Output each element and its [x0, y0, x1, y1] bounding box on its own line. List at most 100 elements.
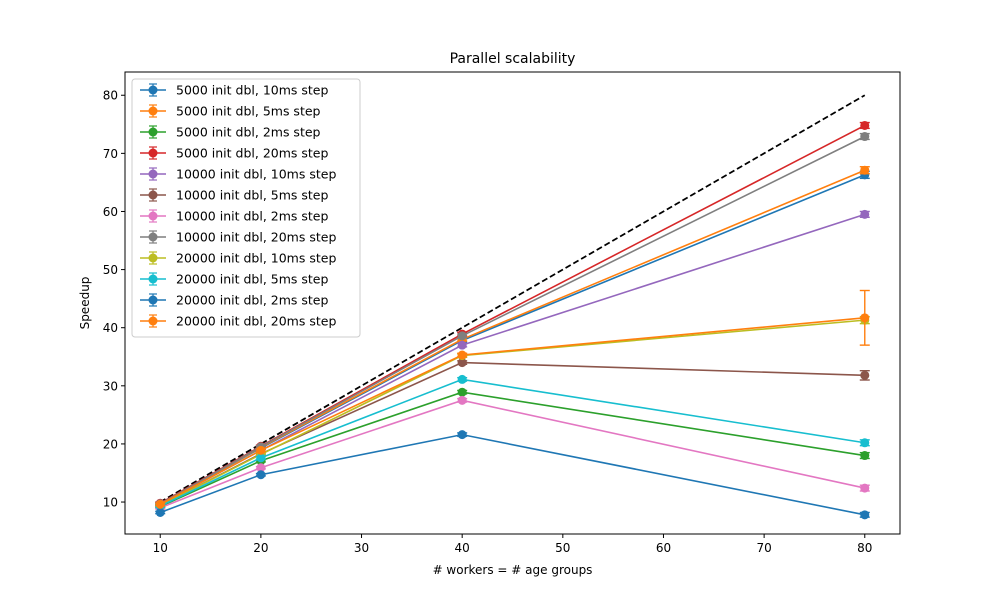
x-tick-label: 80	[857, 541, 872, 555]
data-point	[457, 395, 467, 405]
x-tick-label: 70	[756, 541, 771, 555]
data-point	[860, 120, 870, 130]
y-tick-label: 30	[103, 379, 118, 393]
x-tick-label: 40	[455, 541, 470, 555]
data-point	[860, 483, 870, 493]
data-point	[256, 463, 266, 473]
data-point	[256, 453, 266, 463]
legend-label: 5000 init dbl, 5ms step	[176, 104, 321, 119]
legend-label: 20000 init dbl, 20ms step	[176, 314, 336, 329]
y-tick-label: 80	[103, 89, 118, 103]
legend-entry: 10000 init dbl, 20ms step	[140, 230, 336, 245]
legend-entry: 5000 init dbl, 2ms step	[140, 125, 321, 140]
data-point	[256, 470, 266, 480]
legend-label: 20000 init dbl, 5ms step	[176, 272, 328, 287]
series-line	[159, 399, 865, 509]
legend-label: 10000 init dbl, 5ms step	[176, 188, 328, 203]
plot-area	[155, 94, 870, 520]
legend-label: 20000 init dbl, 2ms step	[176, 293, 328, 308]
data-point	[457, 358, 467, 368]
data-point	[155, 507, 165, 517]
legend-entry: 10000 init dbl, 2ms step	[140, 209, 328, 224]
data-point	[860, 313, 870, 323]
legend-marker	[148, 295, 158, 305]
legend-entry: 20000 init dbl, 5ms step	[140, 272, 328, 287]
axes-frame	[124, 71, 901, 535]
y-axis-label: Speedup	[78, 277, 92, 330]
y-tick-label: 10	[103, 496, 118, 510]
data-point	[860, 510, 870, 520]
legend: 5000 init dbl, 10ms step 5000 init dbl, 5…	[131, 78, 361, 338]
series-9	[155, 315, 870, 511]
legend-label: 10000 init dbl, 20ms step	[176, 230, 336, 245]
data-point	[860, 370, 870, 380]
y-tick-label: 50	[103, 263, 118, 277]
x-axis-label: # workers = # age groups	[433, 563, 593, 577]
legend-entry: 20000 init dbl, 2ms step	[140, 293, 328, 308]
y-tick-label: 20	[103, 437, 118, 451]
legend-marker	[148, 127, 158, 137]
data-point	[860, 132, 870, 142]
legend-marker	[148, 253, 158, 263]
legend-label: 20000 init dbl, 10ms step	[176, 251, 336, 266]
series-group	[155, 94, 870, 520]
series-line	[159, 361, 865, 507]
legend-marker	[148, 211, 158, 221]
legend-entry: 10000 init dbl, 5ms step	[140, 188, 328, 203]
legend-marker	[148, 148, 158, 158]
ideal-speedup-line	[159, 94, 866, 503]
data-point	[256, 445, 266, 455]
data-point	[860, 451, 870, 461]
series-line	[159, 391, 865, 508]
series-line	[159, 378, 865, 507]
data-point	[860, 438, 870, 448]
legend-entry: 20000 init dbl, 20ms step	[140, 314, 336, 329]
legend-box	[131, 78, 361, 338]
legend-label: 10000 init dbl, 10ms step	[176, 167, 336, 182]
legend-marker	[148, 85, 158, 95]
legend-entry: 10000 init dbl, 10ms step	[140, 167, 336, 182]
series-line	[159, 135, 866, 505]
legend-marker	[148, 190, 158, 200]
data-point	[457, 340, 467, 350]
series-line	[159, 317, 865, 506]
legend-marker	[148, 169, 158, 179]
data-point	[457, 331, 467, 341]
legend-label: 5000 init dbl, 20ms step	[176, 146, 328, 161]
axes: 10 20 30 40 50 60 70 80 10 20 30 40 50 60 70 80	[103, 71, 901, 555]
y-tick-label: 40	[103, 321, 118, 335]
data-point	[457, 374, 467, 384]
x-tick-label: 30	[354, 541, 369, 555]
data-point	[860, 165, 870, 175]
legend-entry: 20000 init dbl, 10ms step	[140, 251, 336, 266]
data-point	[457, 430, 467, 440]
legend-label: 5000 init dbl, 10ms step	[176, 83, 328, 98]
legend-entry: 5000 init dbl, 20ms step	[140, 146, 328, 161]
series-line	[159, 319, 865, 507]
x-tick-label: 20	[253, 541, 268, 555]
data-point	[860, 209, 870, 219]
legend-label: 5000 init dbl, 2ms step	[176, 125, 321, 140]
data-point	[457, 387, 467, 397]
y-tick-label: 60	[103, 205, 118, 219]
series-line	[159, 433, 865, 516]
legend-marker	[148, 316, 158, 326]
legend-marker	[148, 106, 158, 116]
series-11	[155, 430, 870, 520]
data-point	[457, 350, 467, 360]
legend-entry: 5000 init dbl, 10ms step	[140, 83, 328, 98]
series-6	[155, 358, 870, 511]
legend-label: 10000 init dbl, 2ms step	[176, 209, 328, 224]
legend-marker	[148, 274, 158, 284]
series-12	[155, 289, 870, 509]
x-tick-label: 60	[656, 541, 671, 555]
y-tick-label: 70	[103, 147, 118, 161]
x-tick-label: 50	[555, 541, 570, 555]
x-tick-label: 10	[153, 541, 168, 555]
legend-marker	[148, 232, 158, 242]
data-point	[155, 499, 165, 509]
chart-title: Parallel scalability	[450, 51, 576, 67]
legend-entry: 5000 init dbl, 5ms step	[140, 104, 321, 119]
